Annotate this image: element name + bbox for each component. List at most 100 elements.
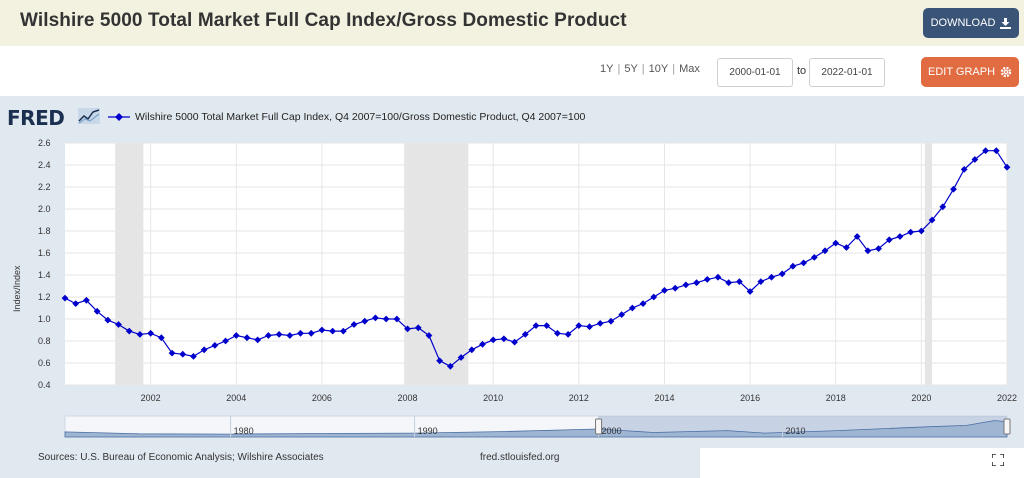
bottom-strip	[0, 466, 700, 478]
download-label: DOWNLOAD	[930, 17, 996, 29]
data-point	[725, 279, 733, 287]
data-point	[639, 300, 647, 307]
line-chart-icon	[78, 108, 100, 124]
x-tick-label: 2016	[740, 393, 760, 403]
axis-labels: 0.4 0.6 0.8 1.0 1.2 1.4 1.6 1.8 2.0 2.2 2.4 2.6 2002…	[38, 138, 1017, 403]
footer-right-area	[700, 448, 1024, 478]
x-tick-label: 2018	[826, 393, 846, 403]
gear-icon	[1000, 66, 1012, 78]
data-point	[222, 337, 229, 345]
data-point	[746, 288, 754, 295]
data-point	[414, 324, 422, 332]
data-point	[157, 334, 165, 342]
x-tick-label: 2010	[483, 393, 503, 403]
data-point	[404, 325, 411, 333]
legend-marker	[108, 113, 130, 121]
data-point	[179, 350, 187, 358]
legend-series-label: Wilshire 5000 Total Market Full Cap Inde…	[135, 111, 586, 123]
range-separator: |	[617, 63, 621, 75]
data-point	[960, 166, 968, 173]
chart-area[interactable]: 0.4 0.6 0.8 1.0 1.2 1.4 1.6 1.8 2.0 2.2 2.4 2.6 2002…	[0, 96, 1024, 448]
title-bar: Wilshire 5000 Total Market Full Cap Inde…	[0, 0, 1024, 46]
data-point	[318, 326, 326, 334]
data-point	[564, 331, 572, 338]
data-point	[136, 331, 144, 338]
y-tick-label: 2.4	[38, 160, 51, 170]
chart-legend: Wilshire 5000 Total Market Full Cap Inde…	[108, 111, 585, 123]
data-point	[661, 287, 668, 294]
fred-logo: FRED	[7, 106, 65, 130]
data-point	[457, 354, 465, 361]
data-point	[200, 346, 208, 354]
navigator-handle[interactable]	[1003, 418, 1011, 435]
data-point	[682, 281, 690, 289]
y-tick-label: 2.2	[38, 182, 51, 192]
data-point	[618, 311, 626, 318]
sources-text: Sources: U.S. Bureau of Economic Analysi…	[38, 452, 324, 463]
y-tick-label: 1.8	[38, 226, 51, 236]
y-tick-label: 1.0	[38, 314, 51, 324]
data-point	[714, 273, 722, 281]
data-point	[853, 233, 861, 240]
data-point	[511, 338, 518, 346]
data-point	[479, 340, 486, 348]
to-label: to	[797, 65, 807, 77]
data-point	[982, 147, 989, 155]
x-tick-label: 2022	[997, 393, 1017, 403]
data-point	[800, 259, 808, 267]
data-point	[104, 316, 112, 324]
data-point	[596, 320, 604, 327]
data-point	[446, 362, 454, 370]
data-point	[286, 332, 294, 339]
data-point	[372, 314, 379, 322]
start-date-input[interactable]: 2000-01-01	[717, 58, 793, 87]
data-point	[693, 279, 700, 287]
data-point	[275, 331, 283, 338]
data-point	[393, 315, 401, 323]
data-point	[628, 304, 636, 312]
y-tick-label: 0.4	[38, 380, 51, 390]
data-point	[93, 307, 101, 315]
series-line	[61, 147, 1011, 370]
range-separator: |	[672, 63, 676, 75]
data-point	[810, 254, 818, 261]
fullscreen-icon[interactable]	[992, 454, 1004, 466]
data-point	[382, 315, 390, 323]
page-title: Wilshire 5000 Total Market Full Cap Inde…	[20, 10, 627, 31]
download-button[interactable]: DOWNLOAD	[923, 8, 1019, 38]
y-tick-label: 1.4	[38, 270, 51, 280]
range-10y-link[interactable]: 10Y	[648, 63, 669, 75]
data-point	[554, 329, 561, 337]
navigator-handle[interactable]	[595, 418, 603, 435]
data-point	[832, 239, 840, 247]
plot-background	[65, 143, 1007, 385]
range-1y-link[interactable]: 1Y	[600, 63, 614, 75]
navigator-label: 1990	[418, 426, 438, 436]
data-point	[768, 273, 775, 281]
data-point	[211, 342, 219, 349]
data-point	[896, 233, 904, 240]
data-point	[735, 278, 743, 285]
edit-graph-button[interactable]: EDIT GRAPH	[921, 57, 1019, 87]
data-point	[532, 322, 540, 329]
data-point	[950, 185, 957, 193]
data-point	[232, 332, 240, 339]
data-point	[329, 327, 337, 335]
data-point	[971, 156, 979, 163]
y-tick-label: 1.6	[38, 248, 51, 258]
range-separator: |	[641, 63, 645, 75]
recession-band	[404, 143, 469, 385]
data-point	[297, 329, 304, 337]
data-point	[243, 334, 251, 342]
site-url[interactable]: fred.stlouisfed.org	[480, 452, 560, 463]
range-5y-link[interactable]: 5Y	[624, 63, 638, 75]
end-date-input[interactable]: 2022-01-01	[809, 58, 885, 87]
navigator-overview	[64, 420, 1008, 438]
data-point	[778, 270, 786, 278]
data-point	[254, 336, 262, 344]
navigator-label: 2010	[786, 426, 806, 436]
data-point	[425, 332, 433, 339]
x-tick-label: 2012	[569, 393, 589, 403]
data-point	[168, 349, 176, 357]
range-max-link[interactable]: Max	[679, 63, 700, 75]
